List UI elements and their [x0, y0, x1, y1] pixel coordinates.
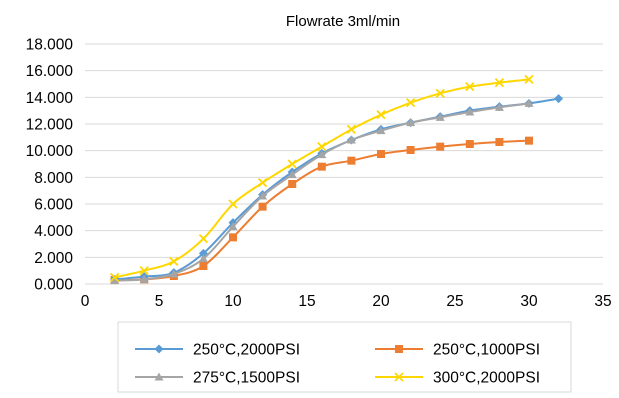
- data-point: [228, 222, 238, 231]
- legend-entry: 275°C,1500PSI: [135, 370, 300, 387]
- data-point: [258, 202, 267, 211]
- y-tick-label: 10.000: [26, 143, 74, 160]
- data-point: [406, 118, 416, 127]
- chart-title: Flowrate 3ml/min: [286, 13, 400, 30]
- legend-entry: 300°C,2000PSI: [375, 370, 540, 387]
- y-tick-label: 0.000: [34, 277, 73, 294]
- series-4: [109, 74, 534, 282]
- data-point: [347, 156, 356, 165]
- data-point: [436, 142, 445, 151]
- data-point: [198, 234, 209, 244]
- data-point: [139, 274, 149, 283]
- data-point: [139, 266, 149, 276]
- y-tick-label: 2.000: [34, 250, 73, 267]
- data-point: [435, 88, 445, 98]
- legend: 250°C,2000PSI 250°C,1000PSI 275°C,1500PSI 3…: [117, 321, 572, 393]
- series-1: [110, 94, 564, 284]
- grid: [85, 43, 603, 285]
- data-point: [465, 107, 475, 116]
- x-tick-label: 20: [372, 293, 390, 310]
- y-tick-label: 18.000: [26, 37, 74, 54]
- data-point: [376, 110, 386, 120]
- data-point: [199, 262, 208, 270]
- legend-entry: 250°C,2000PSI: [135, 342, 300, 359]
- series-line: [114, 102, 530, 282]
- y-axis-tick-labels: 0.000 2.000 4.000 6.000 8.000 10.000 12.000 14.…: [26, 37, 74, 294]
- y-tick-label: 16.000: [26, 63, 74, 80]
- data-point: [288, 180, 297, 188]
- x-tick-label: 30: [520, 293, 538, 310]
- x-tick-label: 35: [594, 293, 611, 310]
- data-point: [524, 98, 534, 107]
- legend-entry: 250°C,1000PSI: [375, 342, 540, 359]
- data-point: [258, 191, 268, 200]
- y-tick-label: 8.000: [34, 170, 73, 187]
- y-tick-label: 6.000: [34, 197, 73, 214]
- data-point: [554, 94, 564, 104]
- data-point: [287, 159, 297, 169]
- legend-box: [117, 321, 572, 393]
- legend-marker: [154, 344, 164, 354]
- x-tick-label: 0: [81, 293, 90, 310]
- data-point: [287, 170, 297, 179]
- data-point: [317, 162, 326, 171]
- data-point: [495, 138, 504, 146]
- legend-label: 250°C,2000PSI: [193, 342, 300, 359]
- data-point: [377, 150, 385, 158]
- data-point: [317, 150, 327, 159]
- data-point: [198, 248, 208, 258]
- legend-marker: [154, 372, 164, 381]
- x-tick-label: 15: [298, 293, 315, 310]
- data-point: [494, 78, 505, 88]
- data-point: [346, 124, 357, 134]
- data-point: [317, 142, 327, 152]
- y-tick-label: 4.000: [34, 223, 73, 240]
- data-point: [405, 98, 416, 108]
- data-point: [198, 254, 208, 263]
- legend-label: 275°C,1500PSI: [193, 370, 300, 387]
- data-point: [110, 276, 120, 285]
- x-tick-label: 5: [155, 293, 164, 310]
- data-point: [257, 178, 268, 188]
- data-point: [376, 126, 386, 135]
- data-point: [169, 256, 179, 266]
- x-axis-tick-labels: 0 5 10 15 20 25 30 35: [81, 293, 612, 310]
- data-point: [435, 112, 445, 121]
- y-tick-label: 14.000: [26, 90, 74, 107]
- data-point: [228, 199, 238, 209]
- data-point: [494, 102, 504, 111]
- legend-marker: [395, 345, 403, 353]
- series-layer: [109, 74, 564, 285]
- legend-label: 250°C,1000PSI: [433, 342, 540, 359]
- data-point: [346, 135, 356, 144]
- data-point: [525, 136, 533, 145]
- x-tick-label: 10: [224, 293, 242, 310]
- x-tick-label: 25: [446, 293, 463, 310]
- data-point: [465, 82, 475, 92]
- y-tick-label: 12.000: [26, 117, 74, 134]
- legend-marker: [394, 372, 404, 382]
- legend-label: 300°C,2000PSI: [433, 370, 540, 387]
- data-point: [229, 233, 237, 242]
- data-point: [109, 272, 120, 282]
- series-line: [114, 97, 559, 281]
- series-line: [114, 78, 530, 279]
- series-3: [110, 98, 534, 285]
- data-point: [169, 269, 179, 278]
- data-point: [524, 74, 534, 84]
- data-point: [465, 140, 474, 148]
- data-point: [406, 146, 415, 154]
